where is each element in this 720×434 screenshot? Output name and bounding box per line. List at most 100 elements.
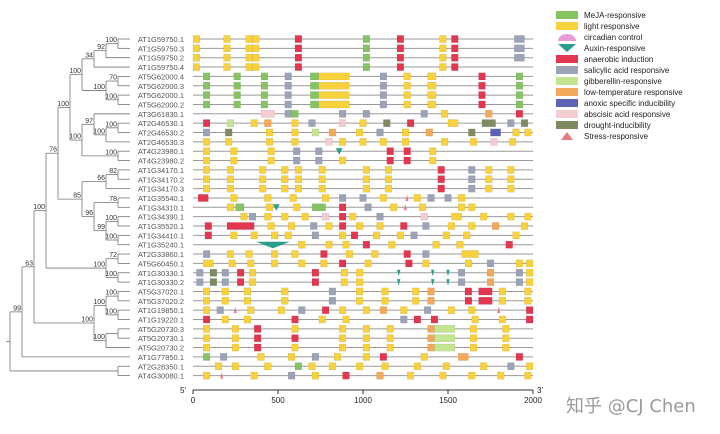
cis-element [429,147,437,156]
cis-element [298,240,306,249]
cis-element [362,44,371,53]
cis-element [468,184,476,193]
cis-element [422,250,430,258]
promoter-row [193,128,533,137]
support-value: 100 [57,101,69,108]
cis-element [260,91,269,99]
cis-element [284,91,292,99]
cis-element [478,91,486,99]
promoter-row [193,175,533,184]
cis-element [320,250,328,258]
cis-element [492,222,500,230]
cis-element [424,306,432,314]
cis-element [259,175,267,184]
cis-element [284,231,292,240]
cis-element [225,128,233,137]
cis-element [236,278,245,286]
support-value: 100 [69,134,81,141]
cis-element [515,268,523,277]
cis-element [515,109,523,118]
cis-element [439,63,447,71]
cis-element [192,63,201,71]
axis-tick-label: 2000 [524,396,542,405]
gene-label: AT1G34170.2 [138,175,184,184]
cis-element [288,222,296,230]
promoter-row [193,222,533,230]
gene-label: AT1G30330.2 [138,278,184,287]
cis-element [311,268,320,277]
cis-element [294,362,303,371]
gene-label: AT1G34410.1 [138,231,184,240]
promoter-row [193,315,534,324]
cis-element [386,156,394,165]
cis-element [362,240,371,249]
cis-element [469,343,478,352]
cis-element [333,353,342,361]
cis-element [447,306,456,314]
cis-element [396,44,405,53]
cis-element [427,343,435,352]
cis-element [281,166,289,174]
cis-element [318,315,326,324]
promoter-row [193,353,533,361]
cis-element [439,44,447,53]
cis-element [403,91,411,99]
cis-element [485,175,493,184]
cis-element [308,119,316,127]
cis-element [209,278,218,286]
cis-element [328,287,336,296]
promoter-row [193,147,533,156]
cis-element [432,240,440,249]
cis-element [485,184,493,193]
cis-element [439,35,447,43]
support-value: 100 [93,262,105,269]
promoter-row [193,100,533,109]
cis-element [252,44,260,53]
cis-element [427,325,435,333]
cis-element [253,334,262,343]
cis-element [418,203,427,212]
cis-element [373,231,381,240]
cis-element [515,72,523,81]
legend-item: MeJA-responsive [556,10,720,21]
cis-element [230,194,238,202]
cis-element [447,119,459,127]
promoter-row [193,194,533,202]
cis-element [379,306,387,314]
cis-element [507,119,515,127]
cis-element [434,325,455,333]
cis-element [196,268,204,277]
cis-element [230,156,238,165]
cis-element [507,175,515,184]
gene-label: AT2G33860.1 [138,250,184,259]
cis-element [245,63,253,71]
cis-element [202,128,211,137]
cis-element [202,287,211,296]
cis-element [478,297,493,305]
cis-element [437,184,445,193]
cis-element [301,212,309,221]
cis-element [226,166,235,174]
support-value: 100 [93,299,105,306]
cis-element [379,91,387,99]
cis-element [235,203,245,212]
cis-element [468,166,476,174]
gene-label: AT1G35540.1 [138,194,184,203]
cis-element [514,53,525,62]
cis-element [451,212,462,221]
cis-element [515,100,523,109]
axis-tick-label: 1500 [439,396,457,405]
cis-element [362,63,371,71]
support-value: 76 [49,147,57,154]
cis-element [515,353,523,361]
legend-label: anaerobic induction [584,55,654,64]
support-value: 96 [85,210,93,217]
cis-element [342,315,350,324]
cis-element [202,334,211,343]
cis-element [359,194,367,202]
cis-element [485,109,493,118]
cis-element [405,194,409,201]
cis-element [221,297,229,305]
cis-element [340,278,348,286]
cis-element [220,372,224,379]
